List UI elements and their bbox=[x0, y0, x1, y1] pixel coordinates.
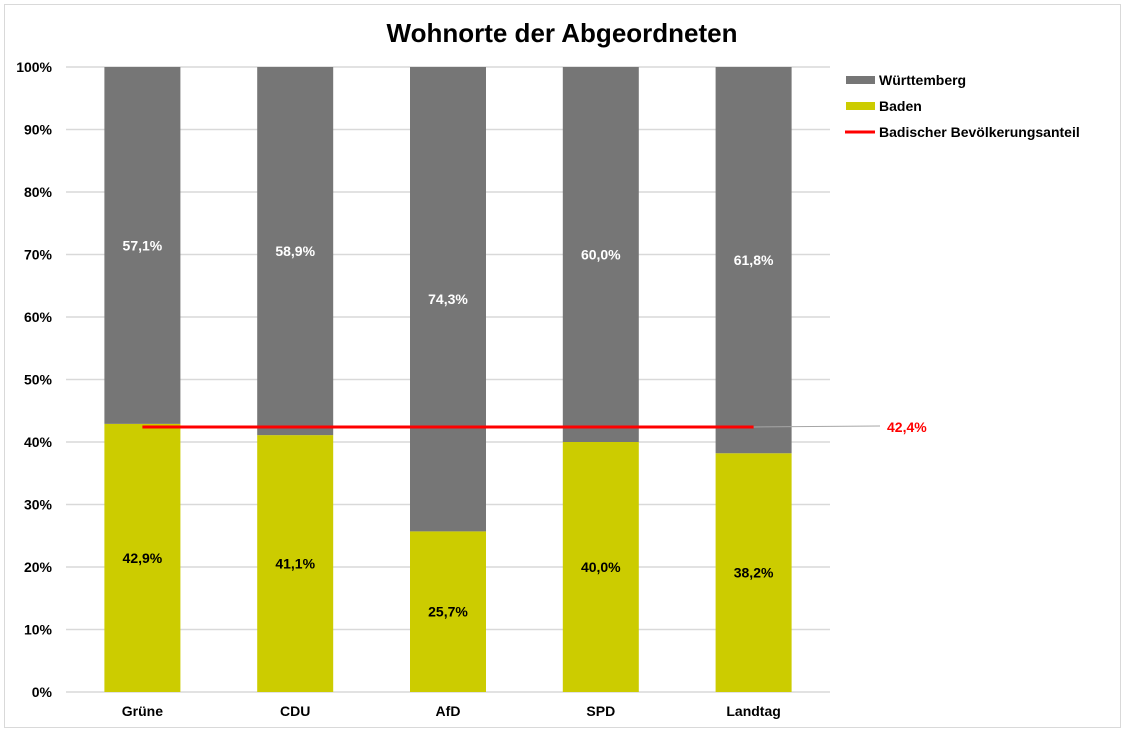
y-tick-label: 80% bbox=[24, 184, 53, 200]
data-label: 25,7% bbox=[428, 604, 468, 620]
bar-baden bbox=[562, 442, 639, 692]
legend-label: Badischer Bevölkerungsanteil bbox=[879, 124, 1080, 140]
data-label: 60,0% bbox=[581, 247, 621, 263]
y-tick-label: 20% bbox=[24, 559, 53, 575]
data-label: 57,1% bbox=[123, 237, 163, 253]
y-tick-label: 0% bbox=[32, 684, 53, 700]
chart-frame bbox=[4, 4, 1121, 728]
data-label: 41,1% bbox=[275, 556, 315, 572]
reference-label: 42,4% bbox=[887, 419, 927, 435]
y-tick-label: 10% bbox=[24, 622, 53, 638]
legend-label: Württemberg bbox=[879, 72, 966, 88]
bar-württemberg bbox=[562, 67, 639, 442]
y-tick-label: 90% bbox=[24, 122, 53, 138]
data-label: 42,9% bbox=[123, 550, 163, 566]
data-label: 38,2% bbox=[734, 565, 774, 581]
bar-württemberg bbox=[104, 67, 181, 424]
y-tick-label: 50% bbox=[24, 372, 53, 388]
data-label: 74,3% bbox=[428, 291, 468, 307]
legend-swatch bbox=[846, 76, 875, 84]
legend-label: Baden bbox=[879, 98, 922, 114]
x-tick-label: Grüne bbox=[122, 703, 163, 719]
bar-württemberg bbox=[257, 67, 334, 436]
bar-württemberg bbox=[715, 67, 792, 454]
y-tick-label: 60% bbox=[24, 309, 53, 325]
bar-württemberg bbox=[410, 67, 486, 532]
legend-swatch bbox=[846, 102, 875, 110]
x-tick-label: Landtag bbox=[726, 703, 780, 719]
y-tick-label: 30% bbox=[24, 497, 53, 513]
y-tick-label: 40% bbox=[24, 434, 53, 450]
bar-baden bbox=[410, 531, 486, 692]
data-label: 58,9% bbox=[275, 243, 315, 259]
leader-line bbox=[753, 425, 881, 428]
chart-title: Wohnorte der Abgeordneten bbox=[387, 18, 738, 48]
y-tick-label: 70% bbox=[24, 247, 53, 263]
data-label: 61,8% bbox=[734, 252, 774, 268]
x-tick-label: AfD bbox=[436, 703, 461, 719]
y-tick-label: 100% bbox=[16, 59, 52, 75]
x-tick-label: SPD bbox=[586, 703, 615, 719]
x-tick-label: CDU bbox=[280, 703, 310, 719]
bar-baden bbox=[104, 423, 181, 692]
bar-baden bbox=[715, 453, 792, 692]
bar-baden bbox=[257, 435, 334, 692]
data-label: 40,0% bbox=[581, 559, 621, 575]
